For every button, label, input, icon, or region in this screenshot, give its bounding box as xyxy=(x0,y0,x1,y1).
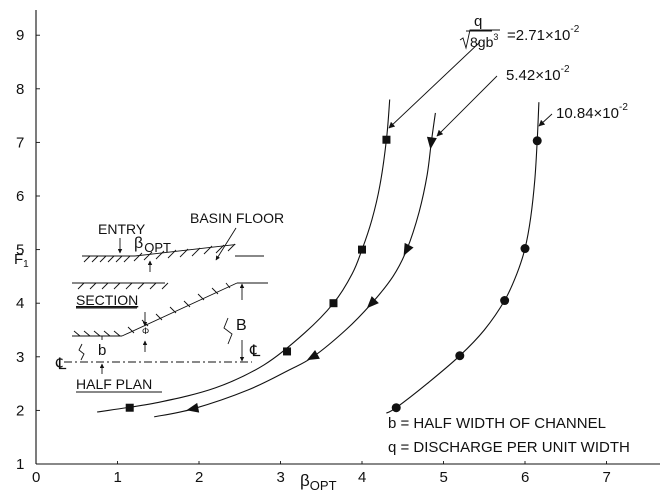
x-tick-label: 5 xyxy=(440,469,448,486)
inset-basin-arrow xyxy=(216,228,236,260)
axes xyxy=(36,10,660,464)
marker-series-1-point-3 xyxy=(329,299,337,307)
inset-section-hatch-top xyxy=(78,283,168,289)
x-tick-label: 2 xyxy=(195,469,203,486)
inset-phi-label: Φ xyxy=(142,326,149,336)
marker-series-3-point-3 xyxy=(500,296,509,305)
marker-series-1-point-4 xyxy=(358,246,366,254)
formula-value-exp: -2 xyxy=(570,24,579,35)
legend-notes: b = HALF WIDTH OF CHANNEL q = DISCHARGE … xyxy=(388,415,630,456)
y-tick-label: 2 xyxy=(16,402,24,419)
curve-annotations: q 8gb3 =2.71×10-2 5.42×10-2 10.84×10-2 xyxy=(389,13,628,136)
label-series-3-exp: -2 xyxy=(619,102,628,113)
formula-value-base: =2.71×10 xyxy=(507,27,570,44)
x-tick-label: 7 xyxy=(603,469,611,486)
y-tick-label: 3 xyxy=(16,349,24,366)
inset-B-label: B xyxy=(236,317,247,334)
arrow-series-3 xyxy=(539,114,552,126)
inset-b-label: b xyxy=(98,342,106,359)
x-tick-label: 1 xyxy=(114,469,122,486)
series-markers xyxy=(126,136,542,413)
marker-series-1-point-5 xyxy=(382,136,390,144)
x-axis-label-sub: OPT xyxy=(310,478,337,490)
series-line-3 xyxy=(386,102,539,413)
inset-basin-floor-label: BASIN FLOOR xyxy=(190,210,284,226)
label-series-2-base: 5.42×10 xyxy=(506,67,561,84)
inset-schematic: ENTRY βOPT BASIN FLOOR SECTION Φ b xyxy=(55,210,284,392)
y-tick-label: 4 xyxy=(16,295,24,312)
y-axis-label-main: F xyxy=(14,251,23,268)
label-series-3: 10.84×10-2 xyxy=(556,102,628,122)
inset-centerline-left: ℄ xyxy=(55,356,67,373)
marker-series-3-point-4 xyxy=(521,244,530,253)
marker-series-2-point-5 xyxy=(427,137,437,150)
y-tick-label: 6 xyxy=(16,188,24,205)
inset-section-hatch-bottom xyxy=(74,283,230,336)
note-b-definition: b = HALF WIDTH OF CHANNEL xyxy=(388,415,606,432)
inset-beta-label: βOPT xyxy=(134,235,171,255)
y-tick-label: 7 xyxy=(16,134,24,151)
inset-section-flare xyxy=(122,283,237,336)
marker-series-3-point-2 xyxy=(455,351,464,360)
label-series-3-base: 10.84×10 xyxy=(556,105,619,122)
x-tick-label: 6 xyxy=(521,469,529,486)
inset-beta-main: β xyxy=(134,235,143,252)
formula-numerator: q xyxy=(474,13,482,30)
inset-half-plan-label: HALF PLAN xyxy=(76,376,152,392)
x-tick-label: 3 xyxy=(277,469,285,486)
x-axis-label-main: β xyxy=(300,471,310,490)
note-q-definition: q = DISCHARGE PER UNIT WIDTH xyxy=(388,439,630,456)
x-axis-label: βOPT xyxy=(300,471,337,490)
marker-series-3-point-1 xyxy=(392,403,401,412)
inset-section-label: SECTION xyxy=(76,292,138,308)
y-axis-label: F1 xyxy=(14,251,29,270)
label-series-2: 5.42×10-2 xyxy=(506,64,570,84)
arrow-series-2 xyxy=(437,76,497,136)
y-tick-label: 8 xyxy=(16,81,24,98)
label-series-2-exp: -2 xyxy=(561,64,570,75)
marker-series-3-point-5 xyxy=(533,136,542,145)
marker-series-1-point-1 xyxy=(126,404,134,412)
arrow-series-1 xyxy=(389,42,480,128)
marker-series-2-point-1 xyxy=(186,403,199,413)
inset-break-mark xyxy=(224,318,232,344)
series-line-2 xyxy=(154,113,435,417)
x-tick-label: 0 xyxy=(32,469,40,486)
y-tick-label: 1 xyxy=(16,456,24,473)
x-tick-label: 4 xyxy=(358,469,366,486)
formula-denominator-exp: 3 xyxy=(493,32,498,42)
inset-break-left xyxy=(79,344,84,360)
y-tick-label: 9 xyxy=(16,27,24,44)
series-lines xyxy=(97,100,539,417)
y-axis-label-sub: 1 xyxy=(23,259,29,270)
formula-value: =2.71×10-2 xyxy=(507,24,580,44)
marker-series-1-point-2 xyxy=(283,347,291,355)
marker-series-2-point-2 xyxy=(307,350,320,360)
inset-centerline-right: ℄ xyxy=(249,343,261,360)
